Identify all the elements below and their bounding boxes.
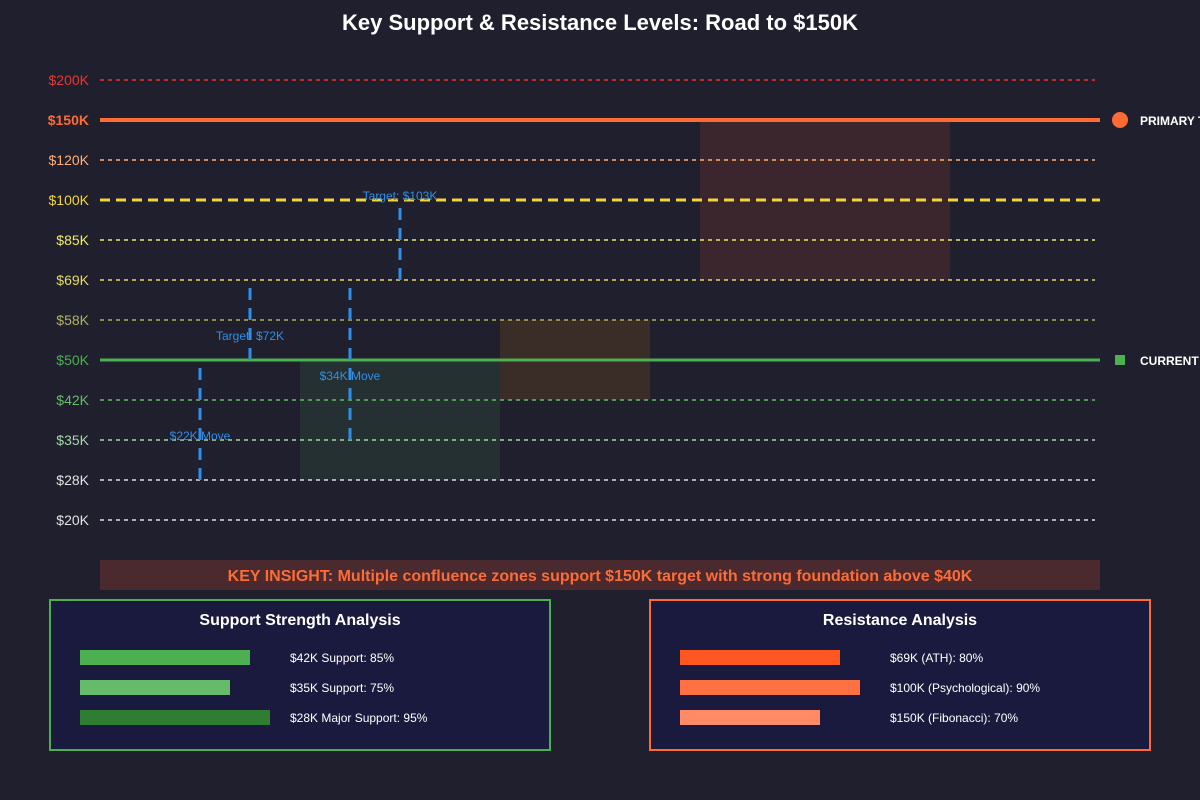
level-label-200k: $200K [49,72,90,88]
level-label-20k: $20K [56,512,89,528]
zone-layer [300,120,950,480]
insight-layer: KEY INSIGHT: Multiple confluence zones s… [100,560,1100,590]
level-label-150k: $150K [48,112,89,128]
strength-bar-1 [80,650,250,665]
move-label-2: Target: $72K [216,329,284,343]
level-label-42k: $42K [56,392,89,408]
move-label-3: $34K Move [320,369,381,383]
level-label-69k: $69K [56,272,89,288]
panel-title: Support Strength Analysis [199,612,400,629]
move-label-4: Target: $103K [363,189,438,203]
insight-banner [100,560,1100,590]
level-label-35k: $35K [56,432,89,448]
strength-bar-2 [80,680,230,695]
panel-layer: Support Strength Analysis $42K Support: 8… [49,599,1151,751]
strength-label-2: $35K Support: 75% [290,681,394,695]
level-layer: $200K $150K $120K $100K $85K $69K $58K $50K $42K… [48,72,1100,528]
strength-label-1: $69K (ATH): 80% [890,651,983,665]
move-layer: $22K Move Target: $72K $34K Move Target: $1… [170,189,438,480]
level-label-28k: $28K [56,472,89,488]
level-label-50k: $50K [56,352,89,368]
level-label-85k: $85K [56,232,89,248]
chart-title: Key Support & Resistance Levels: Road to… [342,10,858,35]
marker-icon-primary-t [1112,112,1128,128]
strength-label-3: $28K Major Support: 95% [290,711,428,725]
move-label-1: $22K Move [170,429,231,443]
analysis-panel-support-strength-analysis: Support Strength Analysis $42K Support: 8… [49,599,551,751]
level-label-100k: $100K [49,192,90,208]
marker-layer: PRIMARY T CURRENT [1112,112,1200,368]
strength-bar-3 [80,710,270,725]
analysis-panel-resistance-analysis: Resistance Analysis $69K (ATH): 80% $100K … [649,599,1151,751]
confluence-zone-1 [300,360,500,480]
insight-text: KEY INSIGHT: Multiple confluence zones s… [228,568,973,585]
level-label-120k: $120K [49,152,90,168]
marker-label-primary-t: PRIMARY T [1140,114,1200,128]
strength-label-1: $42K Support: 85% [290,651,394,665]
strength-label-3: $150K (Fibonacci): 70% [890,711,1018,725]
strength-bar-3 [680,710,820,725]
marker-icon-current [1115,355,1125,365]
level-label-58k: $58K [56,312,89,328]
strength-bar-1 [680,650,840,665]
strength-label-2: $100K (Psychological): 90% [890,681,1040,695]
strength-bar-2 [680,680,860,695]
panel-title: Resistance Analysis [823,612,977,629]
marker-label-current: CURRENT [1140,354,1199,368]
